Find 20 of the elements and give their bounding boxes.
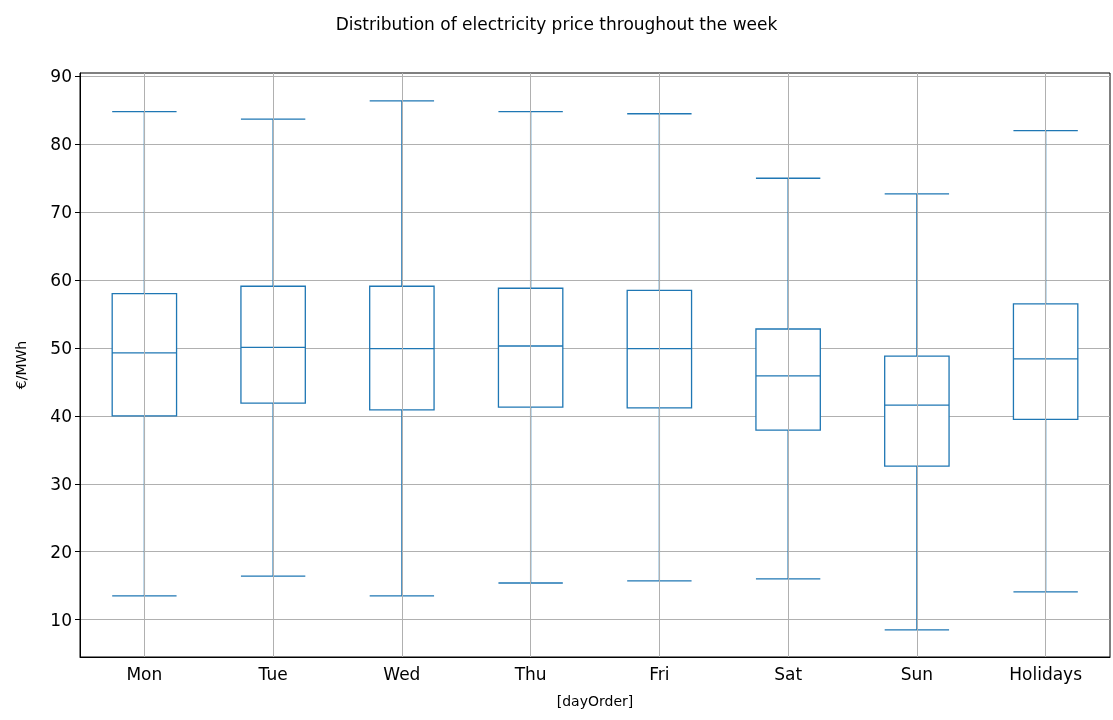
y-tick-label: 30 bbox=[50, 473, 72, 494]
x-tick-label: Fri bbox=[649, 663, 670, 684]
y-tick-label: 20 bbox=[50, 541, 72, 562]
y-axis-title: €/MWh bbox=[13, 340, 29, 390]
x-tick-label: Sat bbox=[774, 663, 803, 684]
x-axis-title: [dayOrder] bbox=[556, 693, 634, 709]
x-tick-label: Mon bbox=[126, 663, 163, 684]
x-tick-label: Thu bbox=[513, 663, 547, 684]
x-tick-label: Sun bbox=[900, 663, 934, 684]
y-tick-label: 80 bbox=[50, 134, 72, 155]
x-tick-label: Wed bbox=[383, 663, 421, 684]
y-tick-label: 60 bbox=[50, 270, 72, 291]
y-tick-label: 50 bbox=[50, 338, 72, 359]
chart-title: Distribution of electricity price throughout the week bbox=[335, 13, 778, 34]
y-tick-label: 10 bbox=[50, 609, 72, 630]
y-tick-label: 90 bbox=[50, 66, 72, 87]
x-tick-label: Tue bbox=[257, 663, 288, 684]
y-tick-label: 40 bbox=[50, 405, 72, 426]
x-tick-label: Holidays bbox=[1009, 663, 1083, 684]
y-tick-label: 70 bbox=[50, 202, 72, 223]
